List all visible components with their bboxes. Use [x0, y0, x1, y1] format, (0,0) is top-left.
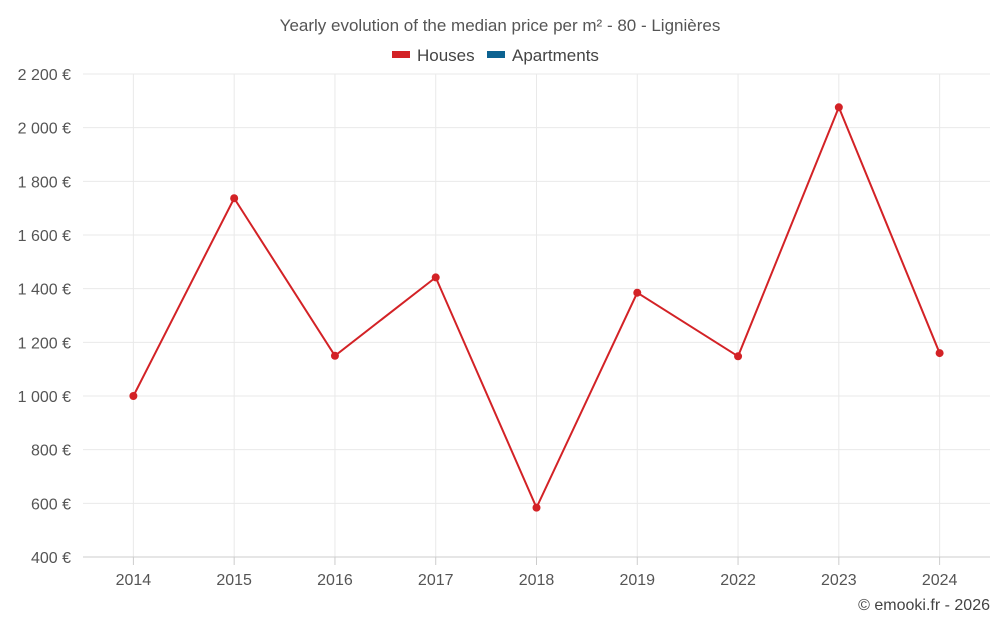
x-tick-label: 2019 — [619, 572, 655, 589]
y-tick-label: 1 800 € — [18, 174, 71, 191]
legend-swatch-houses — [392, 51, 410, 58]
legend-label-apartments: Apartments — [512, 46, 599, 65]
legend-item-apartments[interactable]: Apartments — [487, 46, 599, 65]
data-point-houses[interactable] — [935, 349, 944, 358]
legend-label-houses: Houses — [417, 46, 475, 65]
x-tick-label: 2022 — [720, 572, 756, 589]
x-tick-label: 2015 — [216, 572, 252, 589]
y-tick-label: 1 200 € — [18, 335, 71, 352]
y-tick-label: 2 000 € — [18, 121, 71, 138]
y-axis: 400 € 600 € 800 € 1 000 € 1 200 € 1 400 € 1 60… — [18, 67, 71, 567]
x-tick-label: 2016 — [317, 572, 353, 589]
y-tick-label: 1 400 € — [18, 282, 71, 299]
x-tick-label: 2014 — [116, 572, 152, 589]
y-tick-label: 2 200 € — [18, 67, 71, 84]
y-tick-label: 1 000 € — [18, 389, 71, 406]
y-tick-label: 600 € — [31, 496, 71, 513]
grid — [83, 73, 990, 557]
y-tick-label: 400 € — [31, 550, 71, 567]
x-tick-label: 2023 — [821, 572, 857, 589]
y-tick-label: 1 600 € — [18, 228, 71, 245]
data-point-houses[interactable] — [431, 273, 440, 282]
footer-credit: © emooki.fr - 2026 — [858, 597, 990, 614]
chart-title: Yearly evolution of the median price per… — [280, 16, 721, 35]
x-tick-label: 2017 — [418, 572, 454, 589]
x-tick-label: 2024 — [922, 572, 958, 589]
legend: Houses Apartments — [392, 46, 599, 65]
x-tick-label: 2018 — [519, 572, 555, 589]
data-point-houses[interactable] — [734, 352, 743, 361]
legend-item-houses[interactable]: Houses — [392, 46, 475, 65]
y-tick-label: 800 € — [31, 443, 71, 460]
data-point-houses[interactable] — [532, 503, 541, 512]
x-axis: 2014 2015 2016 2017 2018 2019 2022 2023 2024 — [83, 556, 990, 589]
data-point-houses[interactable] — [834, 103, 843, 112]
series-houses — [129, 103, 944, 512]
data-point-houses[interactable] — [129, 392, 138, 400]
data-point-houses[interactable] — [633, 288, 642, 297]
legend-swatch-apartments — [487, 51, 505, 58]
data-point-houses[interactable] — [330, 351, 339, 360]
data-point-houses[interactable] — [230, 194, 239, 203]
